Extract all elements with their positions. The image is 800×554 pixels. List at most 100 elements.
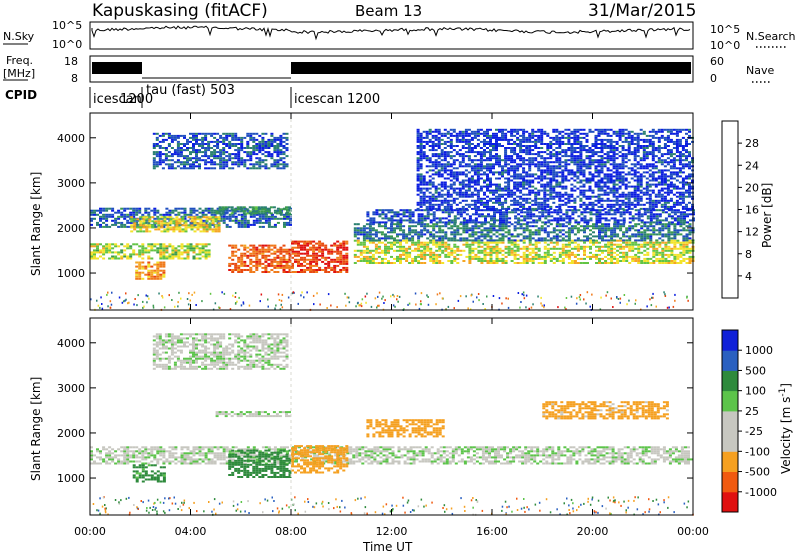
- cell: [312, 248, 316, 251]
- cell: [218, 212, 222, 215]
- cell: [637, 255, 641, 258]
- cell: [102, 209, 106, 212]
- cell: [434, 165, 438, 168]
- cell: [640, 227, 644, 230]
- cell: [507, 179, 511, 182]
- cell: [604, 249, 608, 252]
- cell: [264, 140, 268, 143]
- cell: [431, 181, 435, 184]
- cell: [359, 257, 363, 260]
- cell: [450, 219, 454, 222]
- cell: [504, 177, 508, 180]
- cell: [257, 208, 261, 211]
- cell: [155, 136, 159, 139]
- cell: [416, 128, 420, 131]
- cell: [543, 227, 547, 230]
- cell: [224, 208, 228, 211]
- cell: [537, 197, 541, 200]
- cell: [483, 159, 486, 162]
- cell: [483, 257, 487, 260]
- cell: [601, 213, 605, 216]
- cell: [492, 191, 495, 194]
- cell: [162, 253, 166, 256]
- cell: [171, 209, 175, 212]
- cell: [120, 249, 124, 252]
- cell: [411, 262, 415, 264]
- cell: [576, 237, 580, 240]
- cell: [425, 155, 429, 158]
- cell: [160, 220, 164, 223]
- cell: [489, 167, 492, 170]
- cell: [537, 191, 541, 194]
- cell: [628, 247, 632, 250]
- cell: [422, 153, 426, 156]
- cell: [619, 225, 623, 228]
- cell: [160, 216, 164, 219]
- cell: [540, 225, 544, 228]
- cell: [688, 249, 692, 252]
- cell: [368, 262, 372, 264]
- cell: [289, 217, 292, 220]
- cell: [417, 260, 421, 262]
- cell: [156, 211, 160, 214]
- cell: [474, 255, 478, 258]
- cell: [237, 149, 241, 152]
- cell: [126, 215, 130, 218]
- cell: [474, 239, 478, 242]
- cell: [631, 235, 635, 238]
- cell: [561, 225, 565, 228]
- cell: [583, 217, 587, 220]
- cell: [108, 207, 112, 210]
- cell: [429, 221, 433, 224]
- cell: [531, 153, 535, 156]
- cell: [528, 205, 532, 208]
- cell: [435, 217, 439, 220]
- cell: [371, 262, 375, 264]
- cell: [441, 237, 445, 240]
- cell: [163, 222, 167, 225]
- cell: [546, 231, 550, 234]
- cell: [467, 193, 471, 196]
- cell: [649, 219, 653, 222]
- cell: [252, 264, 256, 267]
- cell: [152, 161, 156, 164]
- cell: [263, 206, 267, 209]
- cell: [234, 134, 238, 137]
- cell: [486, 136, 489, 139]
- cell: [534, 193, 538, 196]
- cell: [255, 163, 259, 166]
- cell: [610, 217, 614, 220]
- cell: [288, 250, 292, 253]
- cell: [546, 225, 550, 228]
- cell: [222, 153, 226, 156]
- cell: [476, 163, 480, 166]
- cell: [555, 235, 559, 238]
- cell: [267, 155, 271, 158]
- cell: [342, 258, 346, 261]
- cell: [417, 262, 421, 264]
- cell: [476, 193, 480, 196]
- cell: [327, 264, 331, 267]
- cell: [267, 219, 271, 222]
- cell: [393, 257, 396, 260]
- cell: [658, 237, 662, 240]
- cell: [456, 217, 460, 220]
- cell: [685, 239, 689, 242]
- cell: [453, 251, 457, 254]
- cell: [138, 255, 142, 258]
- cell: [513, 201, 517, 204]
- cell: [450, 249, 454, 252]
- cell: [315, 246, 319, 249]
- cell: [462, 243, 466, 246]
- cell: [164, 132, 168, 135]
- cell: [449, 207, 453, 210]
- cell: [114, 257, 118, 260]
- cell: [495, 257, 499, 260]
- cell: [222, 151, 226, 154]
- cell: [483, 255, 487, 258]
- cell: [458, 130, 462, 133]
- cell: [429, 251, 433, 254]
- cell: [486, 260, 490, 262]
- cell: [470, 181, 474, 184]
- cell: [156, 277, 160, 280]
